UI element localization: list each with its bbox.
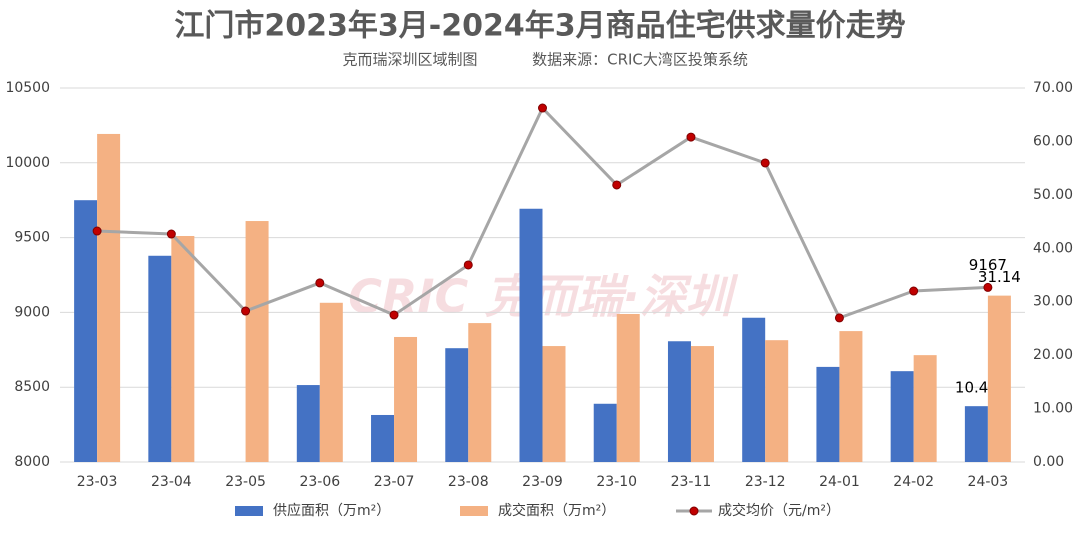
bar [371, 414, 395, 462]
bar [913, 355, 937, 462]
bar [690, 346, 714, 462]
bar [987, 295, 1011, 462]
legend-label: 成交均价（元/m²） [718, 502, 840, 519]
x-tick-label: 23-09 [522, 474, 563, 490]
line-marker [315, 278, 325, 288]
bar [964, 406, 988, 462]
line-marker [166, 229, 176, 239]
bar [616, 314, 640, 462]
line-marker [241, 306, 251, 316]
y-tick-label: 10000 [5, 155, 50, 171]
x-tick-label: 24-01 [819, 474, 860, 490]
x-tick-label: 23-05 [225, 474, 266, 490]
y-tick-label: 10500 [5, 80, 50, 96]
x-tick-label: 23-10 [596, 474, 637, 490]
y-tick-label: 8500 [14, 379, 50, 395]
bar [296, 385, 320, 462]
legend-label: 供应面积（万m²） [273, 502, 390, 519]
line-marker [909, 286, 919, 296]
bar [593, 403, 617, 462]
bar [445, 348, 469, 462]
bar [394, 336, 418, 462]
data-label: 10.45 [955, 379, 998, 397]
y-tick-label: 9000 [14, 304, 50, 320]
y2-tick-label: 50.00 [1033, 187, 1073, 203]
bar [742, 317, 766, 462]
bar [245, 221, 269, 462]
legend-swatch [460, 506, 488, 516]
x-tick-label: 23-07 [374, 474, 415, 490]
line-marker [538, 103, 547, 113]
x-tick-label: 23-03 [77, 474, 118, 490]
legend-swatch [689, 506, 699, 516]
x-tick-label: 23-11 [671, 474, 712, 490]
x-tick-label: 23-08 [448, 474, 489, 490]
watermark: CRIC 克而瑞·深圳 [348, 270, 739, 324]
subtitle: 数据来源：CRIC大湾区投策系统 [532, 51, 748, 69]
x-tick-label: 23-06 [299, 474, 340, 490]
bar [319, 302, 343, 462]
bar [468, 323, 492, 462]
bar [890, 371, 914, 462]
y2-tick-label: 40.00 [1033, 240, 1073, 256]
chart-title: 江门市2023年3月-2024年3月商品住宅供求量价走势 [174, 9, 905, 44]
y2-tick-label: 10.00 [1033, 401, 1073, 417]
bar [816, 366, 840, 462]
y2-tick-label: 20.00 [1033, 347, 1073, 363]
line-marker [92, 226, 102, 236]
bar [542, 346, 566, 462]
bar [765, 340, 789, 462]
x-tick-label: 24-02 [893, 474, 934, 490]
x-tick-label: 23-04 [151, 474, 192, 490]
data-label: 9167 [969, 256, 1007, 274]
bar [171, 235, 195, 462]
line-marker [612, 180, 622, 190]
bar [97, 133, 121, 462]
bar [148, 255, 172, 462]
bar [74, 200, 98, 462]
legend-swatch [235, 506, 263, 516]
bar [519, 208, 543, 462]
subtitle: 克而瑞深圳区域制图 [342, 51, 477, 69]
y2-tick-label: 70.00 [1033, 80, 1073, 96]
line-marker [834, 313, 844, 323]
legend-label: 成交面积（万m²） [498, 502, 615, 519]
y2-tick-label: 30.00 [1033, 294, 1073, 310]
line-marker [463, 260, 473, 270]
y-tick-label: 9500 [14, 230, 50, 246]
data-label: 31.14 [978, 268, 1021, 286]
bar [667, 341, 691, 462]
line-marker [983, 282, 993, 292]
y-tick-label: 8000 [14, 454, 50, 470]
x-tick-label: 23-12 [745, 474, 786, 490]
line-marker [389, 310, 399, 320]
bar [839, 331, 863, 462]
y2-tick-label: 0.00 [1033, 454, 1064, 470]
line-marker [686, 132, 696, 142]
x-tick-label: 24-03 [968, 474, 1009, 490]
line-marker [760, 158, 770, 168]
y2-tick-label: 60.00 [1033, 133, 1073, 149]
